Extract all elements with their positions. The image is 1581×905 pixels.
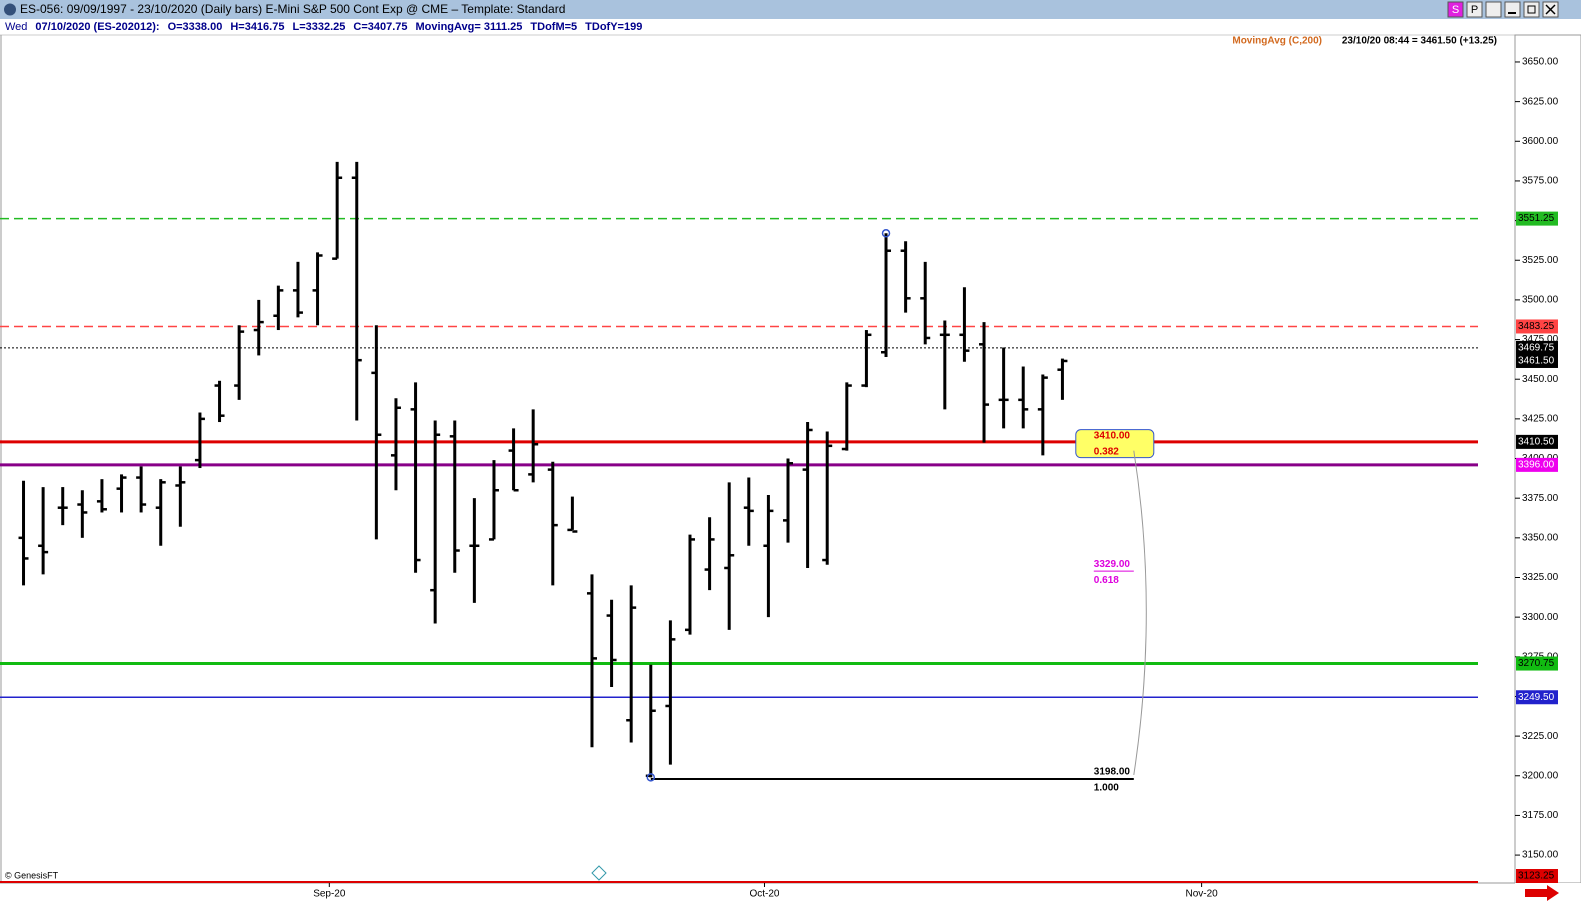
fib-price-label: 3329.00: [1094, 559, 1131, 570]
level-box: [1516, 340, 1558, 355]
x-axis-panel: [0, 883, 1581, 905]
fib-anchor: [646, 773, 656, 782]
info-item: C=3407.75: [353, 21, 407, 33]
y-tick-label: 3200.00: [1522, 770, 1559, 781]
level-label: 3270.75: [1518, 658, 1555, 669]
info-bar: [0, 19, 1581, 35]
y-tick-label: 3300.00: [1522, 612, 1559, 623]
y-tick-label: 3325.00: [1522, 572, 1559, 583]
info-item: 07/10/2020 (ES-202012):: [35, 21, 159, 33]
button-label: P: [1471, 4, 1478, 16]
button-label: S: [1452, 4, 1459, 16]
window-title: ES-056: 09/09/1997 - 23/10/2020 (Daily b…: [20, 2, 565, 16]
info-item: MovingAvg= 3111.25: [416, 21, 523, 33]
y-tick-label: 3375.00: [1522, 493, 1559, 504]
level-label: 3249.50: [1518, 692, 1555, 703]
x-tick-label: Sep-20: [313, 889, 346, 900]
last-price-label: 3461.50: [1518, 356, 1555, 367]
level-label: 3483.25: [1518, 321, 1555, 332]
level-label: 3551.25: [1518, 213, 1555, 224]
info-item: H=3416.75: [230, 21, 284, 33]
level-label: 3396.00: [1518, 460, 1555, 471]
app-icon: [4, 3, 16, 16]
fib-anchor: [881, 229, 891, 238]
last-price-box: [1516, 353, 1558, 368]
level-label: 3469.75: [1518, 343, 1555, 354]
marker-icon: [591, 865, 607, 881]
y-tick-label: 3475.00: [1522, 334, 1559, 345]
x-tick-label: Oct-20: [749, 889, 779, 900]
fib-arc: [1133, 450, 1147, 776]
button-restore[interactable]: [1523, 1, 1540, 18]
level-box: [1516, 319, 1558, 334]
scroll-arrow: [1525, 885, 1559, 901]
fib-ratio-label: 0.382: [1094, 446, 1119, 457]
info-item: TDofM=5: [530, 21, 577, 33]
y-tick-label: 3650.00: [1522, 57, 1559, 68]
info-day: Wed: [5, 21, 27, 33]
y-tick-label: 3500.00: [1522, 295, 1559, 306]
y-tick-label: 3175.00: [1522, 810, 1559, 821]
y-tick-label: 3525.00: [1522, 255, 1559, 266]
icon: [1527, 5, 1536, 14]
info-item: O=3338.00: [168, 21, 223, 33]
info-item: L=3332.25: [292, 21, 345, 33]
credit: © GenesisFT: [5, 870, 59, 880]
y-tick-label: 3150.00: [1522, 850, 1559, 861]
level-box: [1516, 690, 1558, 705]
y-tick-label: 3425.00: [1522, 414, 1559, 425]
y-tick-label: 3625.00: [1522, 96, 1559, 107]
indicator-name: MovingAvg (C,200): [1232, 36, 1322, 47]
fib-price-label: 3410.00: [1094, 430, 1131, 441]
y-tick-label: 3450.00: [1522, 374, 1559, 385]
button-s[interactable]: [1447, 1, 1464, 18]
fib-ratio-label: 0.618: [1094, 575, 1119, 586]
y-tick-label: 3350.00: [1522, 532, 1559, 543]
fib-price-label: 3198.00: [1094, 767, 1131, 778]
level-box: [1516, 434, 1558, 449]
fib-ratio-label: 1.000: [1094, 783, 1119, 794]
level-box: [1516, 211, 1558, 226]
level-box: [1516, 656, 1558, 671]
level-label: 3410.50: [1518, 437, 1555, 448]
info-item: TDofY=199: [585, 21, 642, 33]
title-bar: [0, 0, 1581, 19]
button-p[interactable]: [1466, 1, 1483, 18]
x-tick-label: Nov-20: [1185, 889, 1218, 900]
icon: [1545, 4, 1556, 15]
y-tick-label: 3225.00: [1522, 731, 1559, 742]
button-minimize[interactable]: [1504, 1, 1521, 18]
level-label: 3123.25: [1518, 871, 1555, 882]
level-box: [1516, 457, 1558, 472]
y-tick-label: 3575.00: [1522, 176, 1559, 187]
level-box: [1516, 869, 1558, 883]
quote: 23/10/20 08:44 = 3461.50 (+13.25): [1342, 36, 1497, 47]
y-tick-label: 3600.00: [1522, 136, 1559, 147]
button-print[interactable]: [1485, 1, 1502, 18]
